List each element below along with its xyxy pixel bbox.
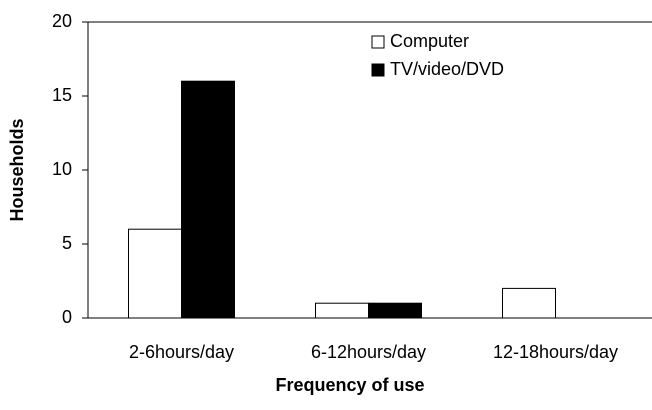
y-tick-label: 15 [52,85,72,105]
bar [315,302,369,319]
y-tick-label: 10 [52,159,72,179]
bar [368,302,422,319]
x-tick-label: 12-18hours/day [493,342,618,362]
x-tick-label: 2-6hours/day [129,342,234,362]
legend-swatch [371,63,385,77]
x-tick-label: 6-12hours/day [311,342,426,362]
legend-label: Computer [390,31,469,51]
bar [181,80,235,319]
bar [502,287,556,319]
legend-label: TV/video/DVD [390,59,504,79]
x-axis-label: Frequency of use [275,375,424,395]
bar [128,228,182,319]
legend-swatch [371,35,385,49]
y-axis-label: Households [7,118,27,221]
y-tick-label: 5 [62,233,72,253]
y-tick-label: 0 [62,307,72,327]
y-tick-label: 20 [52,11,72,31]
